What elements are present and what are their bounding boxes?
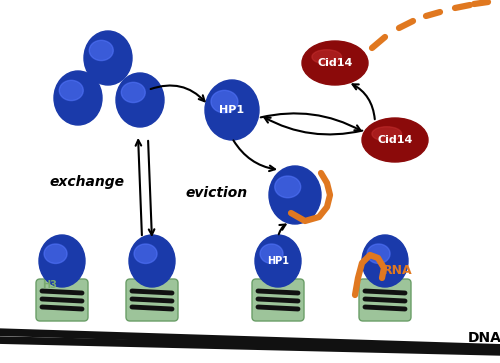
Text: eviction: eviction: [185, 186, 247, 200]
Text: exchange: exchange: [50, 175, 125, 189]
Ellipse shape: [54, 71, 102, 125]
Ellipse shape: [312, 50, 342, 64]
Text: RNA: RNA: [383, 264, 412, 277]
Ellipse shape: [255, 235, 301, 287]
Ellipse shape: [90, 40, 114, 61]
FancyBboxPatch shape: [126, 279, 178, 321]
Ellipse shape: [211, 90, 238, 113]
Ellipse shape: [372, 127, 402, 141]
FancyBboxPatch shape: [359, 279, 411, 321]
Ellipse shape: [44, 244, 67, 264]
FancyBboxPatch shape: [36, 279, 88, 321]
Text: Cid14: Cid14: [318, 58, 352, 68]
Ellipse shape: [122, 82, 146, 103]
Ellipse shape: [269, 166, 321, 224]
Ellipse shape: [274, 176, 300, 198]
Ellipse shape: [60, 80, 84, 101]
Ellipse shape: [362, 235, 408, 287]
Text: HP1: HP1: [220, 105, 244, 115]
Text: HP1: HP1: [267, 256, 289, 266]
Ellipse shape: [116, 73, 164, 127]
Ellipse shape: [362, 118, 428, 162]
Ellipse shape: [129, 235, 175, 287]
Ellipse shape: [302, 41, 368, 85]
Ellipse shape: [39, 235, 85, 287]
Ellipse shape: [134, 244, 157, 264]
Ellipse shape: [260, 244, 283, 264]
Text: DNA: DNA: [468, 331, 500, 345]
Text: Cid14: Cid14: [378, 135, 412, 145]
Ellipse shape: [367, 244, 390, 264]
Ellipse shape: [205, 80, 259, 140]
Ellipse shape: [84, 31, 132, 85]
Text: H3: H3: [42, 280, 58, 290]
FancyBboxPatch shape: [252, 279, 304, 321]
